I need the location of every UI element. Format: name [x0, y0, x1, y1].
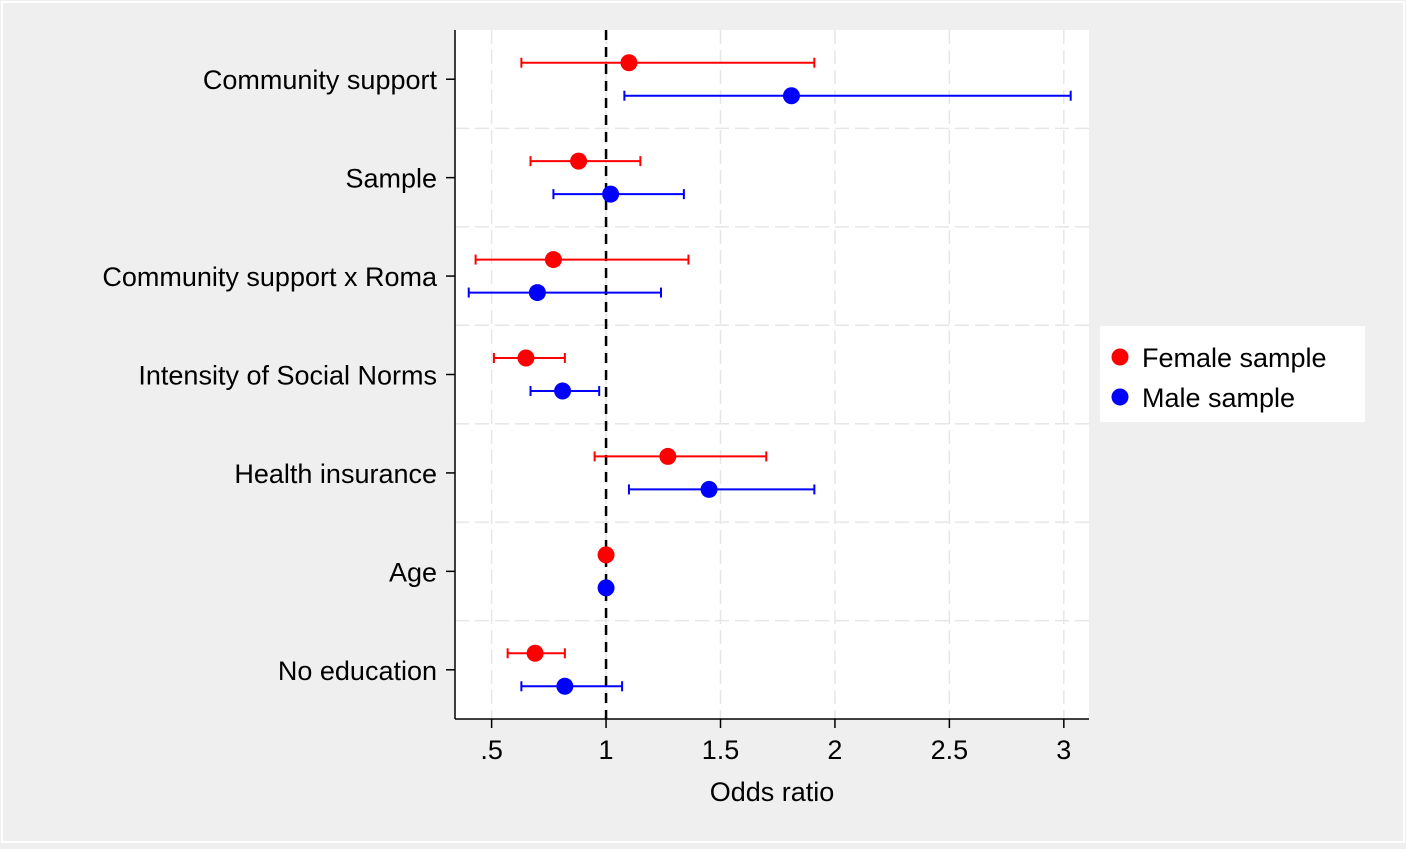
x-tick-label: .5 [480, 735, 503, 765]
y-tick-label: Health insurance [234, 459, 437, 489]
point-estimate [556, 677, 574, 695]
point-estimate [620, 54, 638, 72]
y-tick-label: Sample [345, 164, 437, 194]
data-marks [467, 54, 1072, 695]
plot-area [455, 30, 1089, 719]
y-tick-label: Community support x Roma [102, 262, 438, 292]
y-tick-label: No education [278, 656, 437, 686]
legend: Female sample Male sample [1100, 326, 1365, 422]
y-tick-label: Age [389, 557, 437, 587]
point-estimate [528, 284, 546, 302]
legend-label: Female sample [1142, 343, 1327, 373]
x-tick-label: 1 [599, 735, 614, 765]
legend-label: Male sample [1142, 383, 1295, 413]
point-estimate [659, 447, 677, 465]
grid-lines [455, 30, 1089, 719]
point-estimate [602, 185, 620, 203]
x-tick-label: 3 [1056, 735, 1071, 765]
y-tick-label: Intensity of Social Norms [138, 361, 437, 391]
y-tick-label: Community support [203, 65, 438, 95]
point-estimate [597, 546, 615, 564]
point-estimate [517, 349, 535, 367]
x-tick-label: 2 [827, 735, 842, 765]
legend-box [1100, 326, 1365, 422]
legend-marker [1111, 348, 1129, 366]
point-estimate [544, 251, 562, 269]
point-estimate [554, 382, 572, 400]
point-estimate [597, 579, 615, 597]
x-tick-label: 1.5 [702, 735, 740, 765]
x-axis-title: Odds ratio [710, 777, 835, 807]
x-tick-label: 2.5 [931, 735, 969, 765]
axes: .5 1 1.5 2 2.5 3 Community support Sample Commun… [102, 30, 1089, 765]
point-estimate [782, 87, 800, 105]
point-estimate [700, 480, 718, 498]
point-estimate [526, 644, 544, 662]
point-estimate [570, 152, 588, 170]
legend-marker [1111, 388, 1129, 406]
